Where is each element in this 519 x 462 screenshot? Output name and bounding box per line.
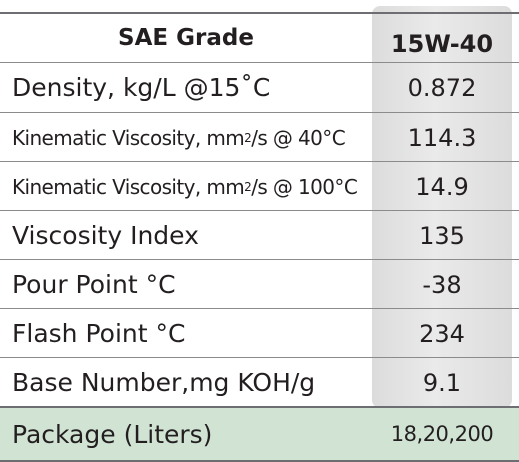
table-row-kinematic-viscosity-40: Kinematic Viscosity, mm 2/s @ 40°C 114.3 bbox=[0, 113, 519, 162]
row-label-text: Kinematic Viscosity, mm bbox=[12, 174, 245, 199]
table-row-base-number: Base Number,mg KOH/g 9.1 bbox=[0, 358, 519, 407]
row-divider bbox=[0, 259, 519, 260]
row-label-text-end: /s @ 100°C bbox=[251, 174, 358, 199]
row-divider bbox=[0, 112, 519, 113]
package-value: 18,20,200 bbox=[390, 422, 494, 446]
row-divider bbox=[0, 210, 519, 211]
row-divider bbox=[0, 161, 519, 162]
row-value: 0.872 bbox=[407, 73, 477, 102]
row-label: Viscosity Index bbox=[12, 221, 199, 250]
table-bottom-rule bbox=[0, 406, 519, 408]
table-row-viscosity-index: Viscosity Index 135 bbox=[0, 211, 519, 260]
row-label-text-end: /s @ 40°C bbox=[251, 125, 346, 150]
row-label: Kinematic Viscosity, mm 2/s @ 40°C bbox=[12, 125, 346, 150]
grade-heading: 15W-40 bbox=[390, 29, 494, 58]
sae-grade-heading: SAE Grade bbox=[118, 24, 254, 51]
row-divider bbox=[0, 357, 519, 358]
row-label: Density, kg/L @15˚C bbox=[12, 73, 271, 102]
row-value: 114.3 bbox=[407, 123, 477, 152]
package-row-background bbox=[0, 408, 519, 462]
table-end-rule bbox=[0, 460, 519, 462]
table-header-row: SAE Grade 15W-40 bbox=[0, 13, 519, 62]
table-top-rule bbox=[0, 12, 519, 14]
row-label: Flash Point °C bbox=[12, 319, 186, 348]
table-row-density: Density, kg/L @15˚C 0.872 bbox=[0, 63, 519, 112]
row-divider bbox=[0, 62, 519, 63]
row-value: 234 bbox=[419, 319, 465, 348]
table-row-flash-point: Flash Point °C 234 bbox=[0, 309, 519, 358]
grade-column-background bbox=[372, 6, 512, 408]
package-label: Package (Liters) bbox=[12, 419, 213, 449]
row-label: Kinematic Viscosity, mm 2/s @ 100°C bbox=[12, 174, 358, 199]
row-label-text: Kinematic Viscosity, mm bbox=[12, 125, 245, 150]
row-value: 14.9 bbox=[415, 172, 469, 201]
row-label: Base Number,mg KOH/g bbox=[12, 368, 316, 397]
row-value: -38 bbox=[422, 270, 462, 299]
row-divider bbox=[0, 308, 519, 309]
row-value: 9.1 bbox=[422, 368, 462, 397]
table-row-package: Package (Liters) 18,20,200 bbox=[0, 408, 519, 460]
row-value: 135 bbox=[419, 221, 465, 250]
table-row-kinematic-viscosity-100: Kinematic Viscosity, mm 2/s @ 100°C 14.9 bbox=[0, 162, 519, 211]
row-label: Pour Point °C bbox=[12, 270, 176, 299]
table-row-pour-point: Pour Point °C -38 bbox=[0, 260, 519, 309]
